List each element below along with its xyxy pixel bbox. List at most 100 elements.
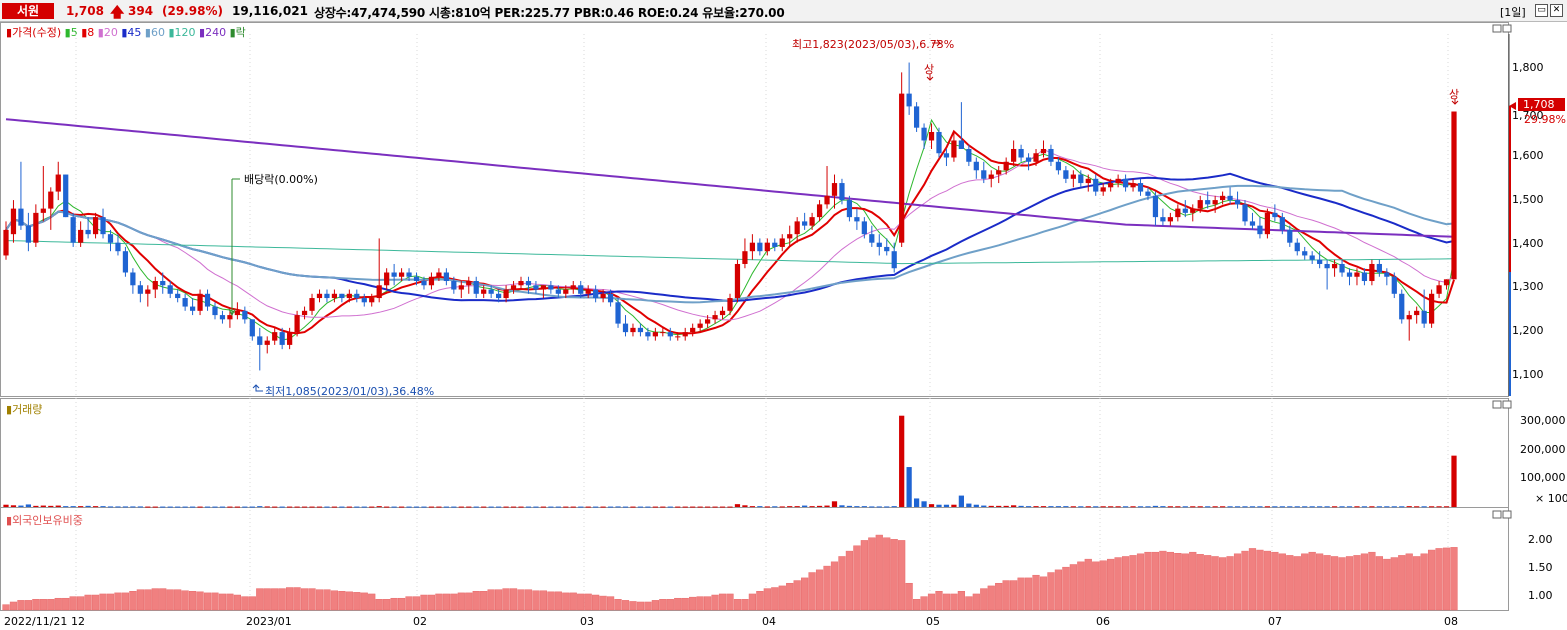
candle-body <box>309 298 315 311</box>
foreign-ratio-bar <box>554 591 562 611</box>
legend-ma120[interactable]: 120 <box>174 26 196 39</box>
candle-body <box>346 293 352 299</box>
foreign-ratio-bar <box>689 596 697 611</box>
candle-body <box>525 281 532 286</box>
volume-legend[interactable]: ▮거래량 <box>6 403 43 416</box>
foreign-ratio-bar <box>980 588 988 611</box>
volume-bar <box>1361 506 1368 508</box>
volume-bar <box>719 506 726 508</box>
candle-body <box>1093 178 1099 192</box>
candle-body <box>443 272 449 282</box>
candle-body <box>772 242 778 247</box>
candle-body <box>958 140 964 149</box>
current-rate-label: 29.98% <box>1524 113 1566 126</box>
legend-ma8[interactable]: 8 <box>87 26 95 39</box>
foreign-ratio-bar <box>733 599 742 611</box>
candle-body <box>764 242 770 252</box>
volume-bar <box>413 506 420 508</box>
candle-body <box>488 289 494 294</box>
foreign-ratio-bar <box>606 596 615 611</box>
volume-bar <box>1287 506 1293 508</box>
foreign-ratio-bar <box>703 596 712 611</box>
legend-ma20[interactable]: 20 <box>103 26 118 39</box>
candle-body <box>100 217 106 235</box>
volume-bar <box>779 506 785 508</box>
legend-ma5[interactable]: 5 <box>70 26 78 39</box>
volume-bar <box>279 506 285 508</box>
candle-body <box>369 298 375 303</box>
foreign-y-tick: 1.00 <box>1528 589 1553 602</box>
candle-body <box>913 106 920 128</box>
candle-body <box>1115 178 1121 184</box>
volume-bar <box>167 506 173 508</box>
volume-bar <box>1078 506 1084 508</box>
volume-bar <box>1100 506 1106 508</box>
close-icon[interactable]: ✕ <box>1550 4 1563 17</box>
candle-body <box>189 306 196 311</box>
foreign-ratio-bar <box>345 591 353 611</box>
foreign-ratio-bar <box>1390 557 1398 611</box>
volume-legend-label: 거래량 <box>12 403 43 416</box>
volume-bar <box>1018 505 1024 507</box>
foreign-ratio-bar <box>621 600 630 611</box>
candle-body <box>555 289 561 294</box>
foreign-ratio-bar <box>1129 555 1137 611</box>
x-tick: 05 <box>926 615 940 628</box>
ma-line-240 <box>5 118 1455 238</box>
foreign-ratio-bar <box>629 601 637 611</box>
volume-bar <box>1443 506 1450 508</box>
panel-close-icon <box>1502 24 1512 33</box>
foreign-ratio-bar <box>1114 557 1122 611</box>
candle-body <box>996 170 1002 175</box>
foreign-ratio-bar <box>32 599 40 611</box>
foreign-ratio-bar <box>1383 558 1391 611</box>
candle-body <box>1018 148 1024 158</box>
foreign-ratio-bar <box>569 592 577 611</box>
foreign-ratio-bar <box>786 582 794 611</box>
legend-dividend[interactable]: 락 <box>235 26 246 39</box>
foreign-ratio-bar <box>1278 553 1286 611</box>
candle-body <box>839 183 845 201</box>
volume-bar <box>496 506 502 508</box>
volume-bar <box>294 506 300 508</box>
candle-body <box>809 217 815 226</box>
foreign-ratio-bar <box>263 588 271 611</box>
foreign-ratio-bar <box>1211 556 1219 611</box>
y-tick: 1,400 <box>1512 237 1544 250</box>
legend-ma240[interactable]: 240 <box>205 26 227 39</box>
foreign-ratio-bar <box>315 589 324 611</box>
candle-body <box>391 272 397 277</box>
foreign-legend[interactable]: ▮외국인보유비중 <box>6 514 83 527</box>
foreign-ratio-bar <box>487 589 495 611</box>
candle-body <box>1048 148 1054 162</box>
foreign-ratio-bar <box>159 588 167 611</box>
legend-ma60[interactable]: 60 <box>150 26 165 39</box>
candle-body <box>436 272 442 277</box>
volume-bar <box>697 506 703 508</box>
candle-body <box>63 174 69 218</box>
volume-bar <box>354 506 360 508</box>
foreign-y-tick: 1.50 <box>1528 561 1553 574</box>
volume-bar <box>1152 505 1159 507</box>
foreign-ratio-bar <box>1121 556 1130 611</box>
candle-body <box>1436 285 1442 294</box>
foreign-ratio-bar <box>1263 550 1272 611</box>
candle-body <box>1324 263 1330 269</box>
foreign-ratio-bar <box>532 590 540 611</box>
foreign-ratio-bar <box>233 594 241 611</box>
period-selector[interactable]: [1일] <box>1500 6 1526 19</box>
legend-ma45[interactable]: 45 <box>127 26 142 39</box>
stock-header-bar: 서원 1,708 🡅 394 (29.98%) 19,116,021 상장수:4… <box>0 0 1567 22</box>
volume-bar <box>219 506 226 508</box>
candle-body <box>1279 217 1285 230</box>
candle-body <box>428 276 435 286</box>
legend-price[interactable]: 가격(수정) <box>12 26 62 39</box>
limit-up-arrow-icon <box>1451 99 1459 105</box>
maximize-icon[interactable]: ▭ <box>1535 4 1548 17</box>
candle-body <box>55 174 61 192</box>
candle-body <box>1272 212 1278 218</box>
foreign-ratio-bar <box>397 597 406 611</box>
foreign-ratio-bar <box>457 592 465 611</box>
volume-bar <box>1391 506 1397 508</box>
stock-name[interactable]: 서원 <box>2 3 54 19</box>
